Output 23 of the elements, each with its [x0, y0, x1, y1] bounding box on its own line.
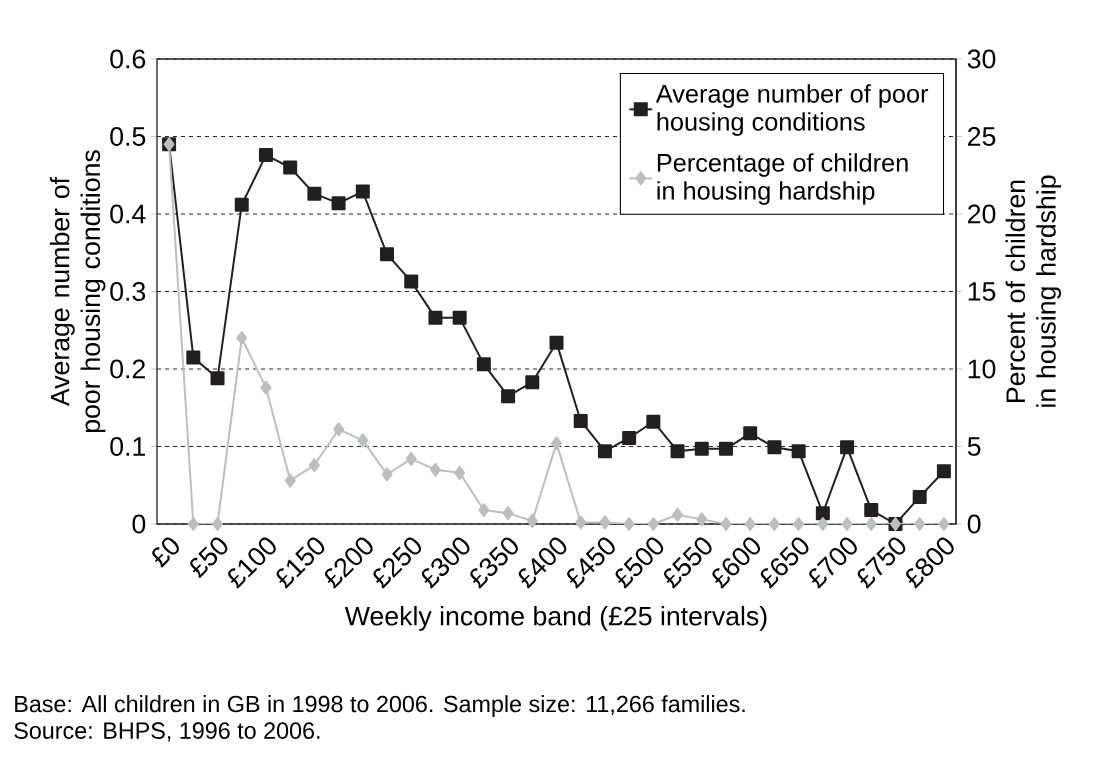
- y-tick-label: 0.5: [110, 127, 146, 146]
- y2-tick-label: 25: [968, 127, 996, 146]
- y-tick-label: 0: [132, 514, 146, 534]
- y-axis-title: Average number of poor housing conditions: [49, 150, 106, 433]
- y2-tick-label: 20: [968, 204, 996, 224]
- y-tick-label: 0.4: [110, 204, 146, 224]
- y-tick-label: 0.6: [110, 49, 146, 69]
- x-tick-label: £0: [152, 537, 179, 568]
- text: Base: All children in GB in 1998 to 2006. Sample size: 11,266 families.: [15, 695, 745, 717]
- source-note: Source: BHPS, 1996 to 2006.: [14, 722, 320, 742]
- y2-tick-label: 5: [967, 437, 981, 456]
- y2-tick-label: 0: [967, 514, 981, 534]
- legend-label: Percentage of children in housing hardship: [657, 153, 908, 205]
- x-tick-label: £50: [190, 537, 228, 579]
- x-axis-title: Weekly income band (£25 intervals): [344, 605, 767, 631]
- legend-label: Average number of poor housing conditions: [655, 84, 929, 136]
- y2-tick-label: 15: [968, 282, 996, 301]
- y-tick-label: 0.2: [110, 359, 145, 379]
- y-tick-label: 0.1: [110, 437, 145, 456]
- y2-axis-title: Percent of children in housing hardship: [1005, 175, 1062, 407]
- y2-tick-label: 10: [968, 359, 996, 379]
- y-tick-label: 0.3: [110, 282, 146, 301]
- y2-tick-label: 30: [967, 49, 996, 69]
